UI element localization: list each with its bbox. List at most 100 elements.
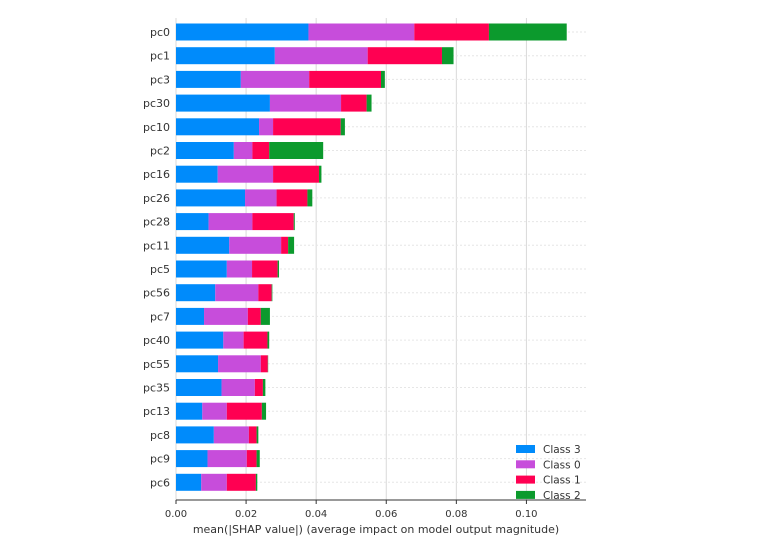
bar-segment — [366, 94, 372, 112]
bar-segment — [248, 426, 257, 444]
category-label: pc40 — [143, 334, 170, 347]
bar-segment — [201, 473, 227, 491]
x-tick-label: 0.00 — [165, 509, 187, 520]
bar-segment — [259, 118, 274, 136]
bar-segment — [381, 70, 385, 88]
bar-segment — [273, 118, 341, 136]
bar-segment — [213, 426, 249, 444]
legend-label: Class 0 — [543, 459, 581, 471]
bar-segment — [176, 236, 230, 254]
legend-label: Class 3 — [543, 444, 581, 456]
category-label: pc26 — [143, 192, 170, 205]
category-label: pc0 — [150, 26, 170, 39]
bar-segment — [252, 260, 278, 278]
category-label: pc6 — [150, 476, 170, 489]
legend-label: Class 1 — [543, 475, 581, 487]
bar-segment — [367, 47, 442, 65]
bar-segment — [176, 284, 216, 302]
bar-segment — [288, 236, 295, 254]
bar-segment — [215, 284, 259, 302]
legend-swatch — [516, 490, 535, 499]
category-label: pc5 — [150, 263, 170, 276]
bar-segment — [414, 23, 489, 41]
bar-segment — [267, 331, 270, 349]
bar-segment — [246, 450, 257, 468]
legend: Class 3 Class 0 Class 1 Class 2 — [516, 444, 581, 502]
bar-segment — [176, 47, 275, 65]
bar-segment — [176, 402, 203, 420]
bar-segment — [441, 47, 454, 65]
legend-swatch — [516, 475, 535, 484]
bar-segment — [221, 379, 255, 396]
bar-segment — [274, 47, 368, 65]
bar-segment — [204, 307, 248, 325]
bar-segment — [256, 426, 259, 444]
bar-segment — [245, 189, 277, 207]
category-label: pc1 — [150, 50, 170, 63]
x-tick-label: 0.02 — [235, 509, 257, 520]
bar-segment — [176, 379, 222, 396]
bar-segment — [277, 260, 280, 278]
bar-segment — [176, 23, 309, 41]
bar-segment — [176, 331, 224, 349]
legend-label: Class 2 — [543, 490, 581, 502]
bar-segment — [176, 165, 218, 183]
bar-segment — [233, 142, 253, 159]
category-label: pc10 — [143, 121, 170, 134]
bar-segment — [293, 213, 295, 231]
category-label: pc30 — [143, 97, 170, 110]
bar-segment — [271, 284, 273, 302]
bar-segment — [488, 23, 567, 41]
category-label: pc2 — [150, 145, 170, 158]
bar-segment — [208, 213, 253, 231]
bar-segment — [223, 331, 244, 349]
bar-segment — [262, 379, 266, 396]
bar-segment — [226, 473, 256, 491]
bar-segment — [269, 142, 324, 159]
bar-segment — [256, 450, 260, 468]
bars — [176, 23, 567, 491]
bar-segment — [309, 70, 381, 88]
bar-segment — [176, 260, 227, 278]
bar-segment — [176, 142, 234, 159]
category-labels: pc0 pc1 pc3 pc30 pc10 pc2 pc16 pc26 pc28 pc11 pc5 p… — [143, 26, 170, 489]
bar-segment — [252, 142, 270, 159]
bar-segment — [217, 165, 274, 183]
bar-segment — [273, 165, 319, 183]
x-tick-label: 0.08 — [445, 509, 467, 520]
legend-swatch — [516, 445, 535, 453]
category-label: pc7 — [150, 310, 170, 323]
bar-segment — [218, 355, 261, 373]
x-tick-labels: 0.00 0.02 0.04 0.06 0.08 0.10 — [165, 500, 538, 520]
bar-segment — [176, 450, 208, 468]
bar-segment — [176, 307, 205, 325]
bar-segment — [176, 213, 209, 231]
x-tick-label: 0.10 — [515, 509, 537, 520]
bar-segment — [261, 402, 267, 420]
bar-segment — [260, 355, 268, 373]
bar-segment — [229, 236, 282, 254]
bar-segment — [260, 307, 270, 325]
category-label: pc13 — [143, 405, 170, 418]
bar-segment — [176, 473, 202, 491]
bar-segment — [207, 450, 247, 468]
bar-segment — [254, 379, 263, 396]
category-label: pc16 — [143, 168, 170, 181]
bar-segment — [281, 236, 289, 254]
category-label: pc3 — [150, 73, 170, 86]
bar-segment — [308, 23, 415, 41]
bar-segment — [307, 189, 313, 207]
bar-segment — [240, 70, 310, 88]
bar-segment — [176, 189, 246, 207]
bar-segment — [202, 402, 227, 420]
bar-segment — [318, 165, 322, 183]
x-tick-label: 0.06 — [375, 509, 397, 520]
category-label: pc28 — [143, 216, 170, 229]
bar-segment — [176, 355, 219, 373]
category-label: pc56 — [143, 287, 170, 300]
bar-segment — [176, 118, 260, 136]
category-label: pc9 — [150, 453, 170, 466]
bar-segment — [226, 260, 253, 278]
category-label: pc11 — [143, 239, 170, 252]
